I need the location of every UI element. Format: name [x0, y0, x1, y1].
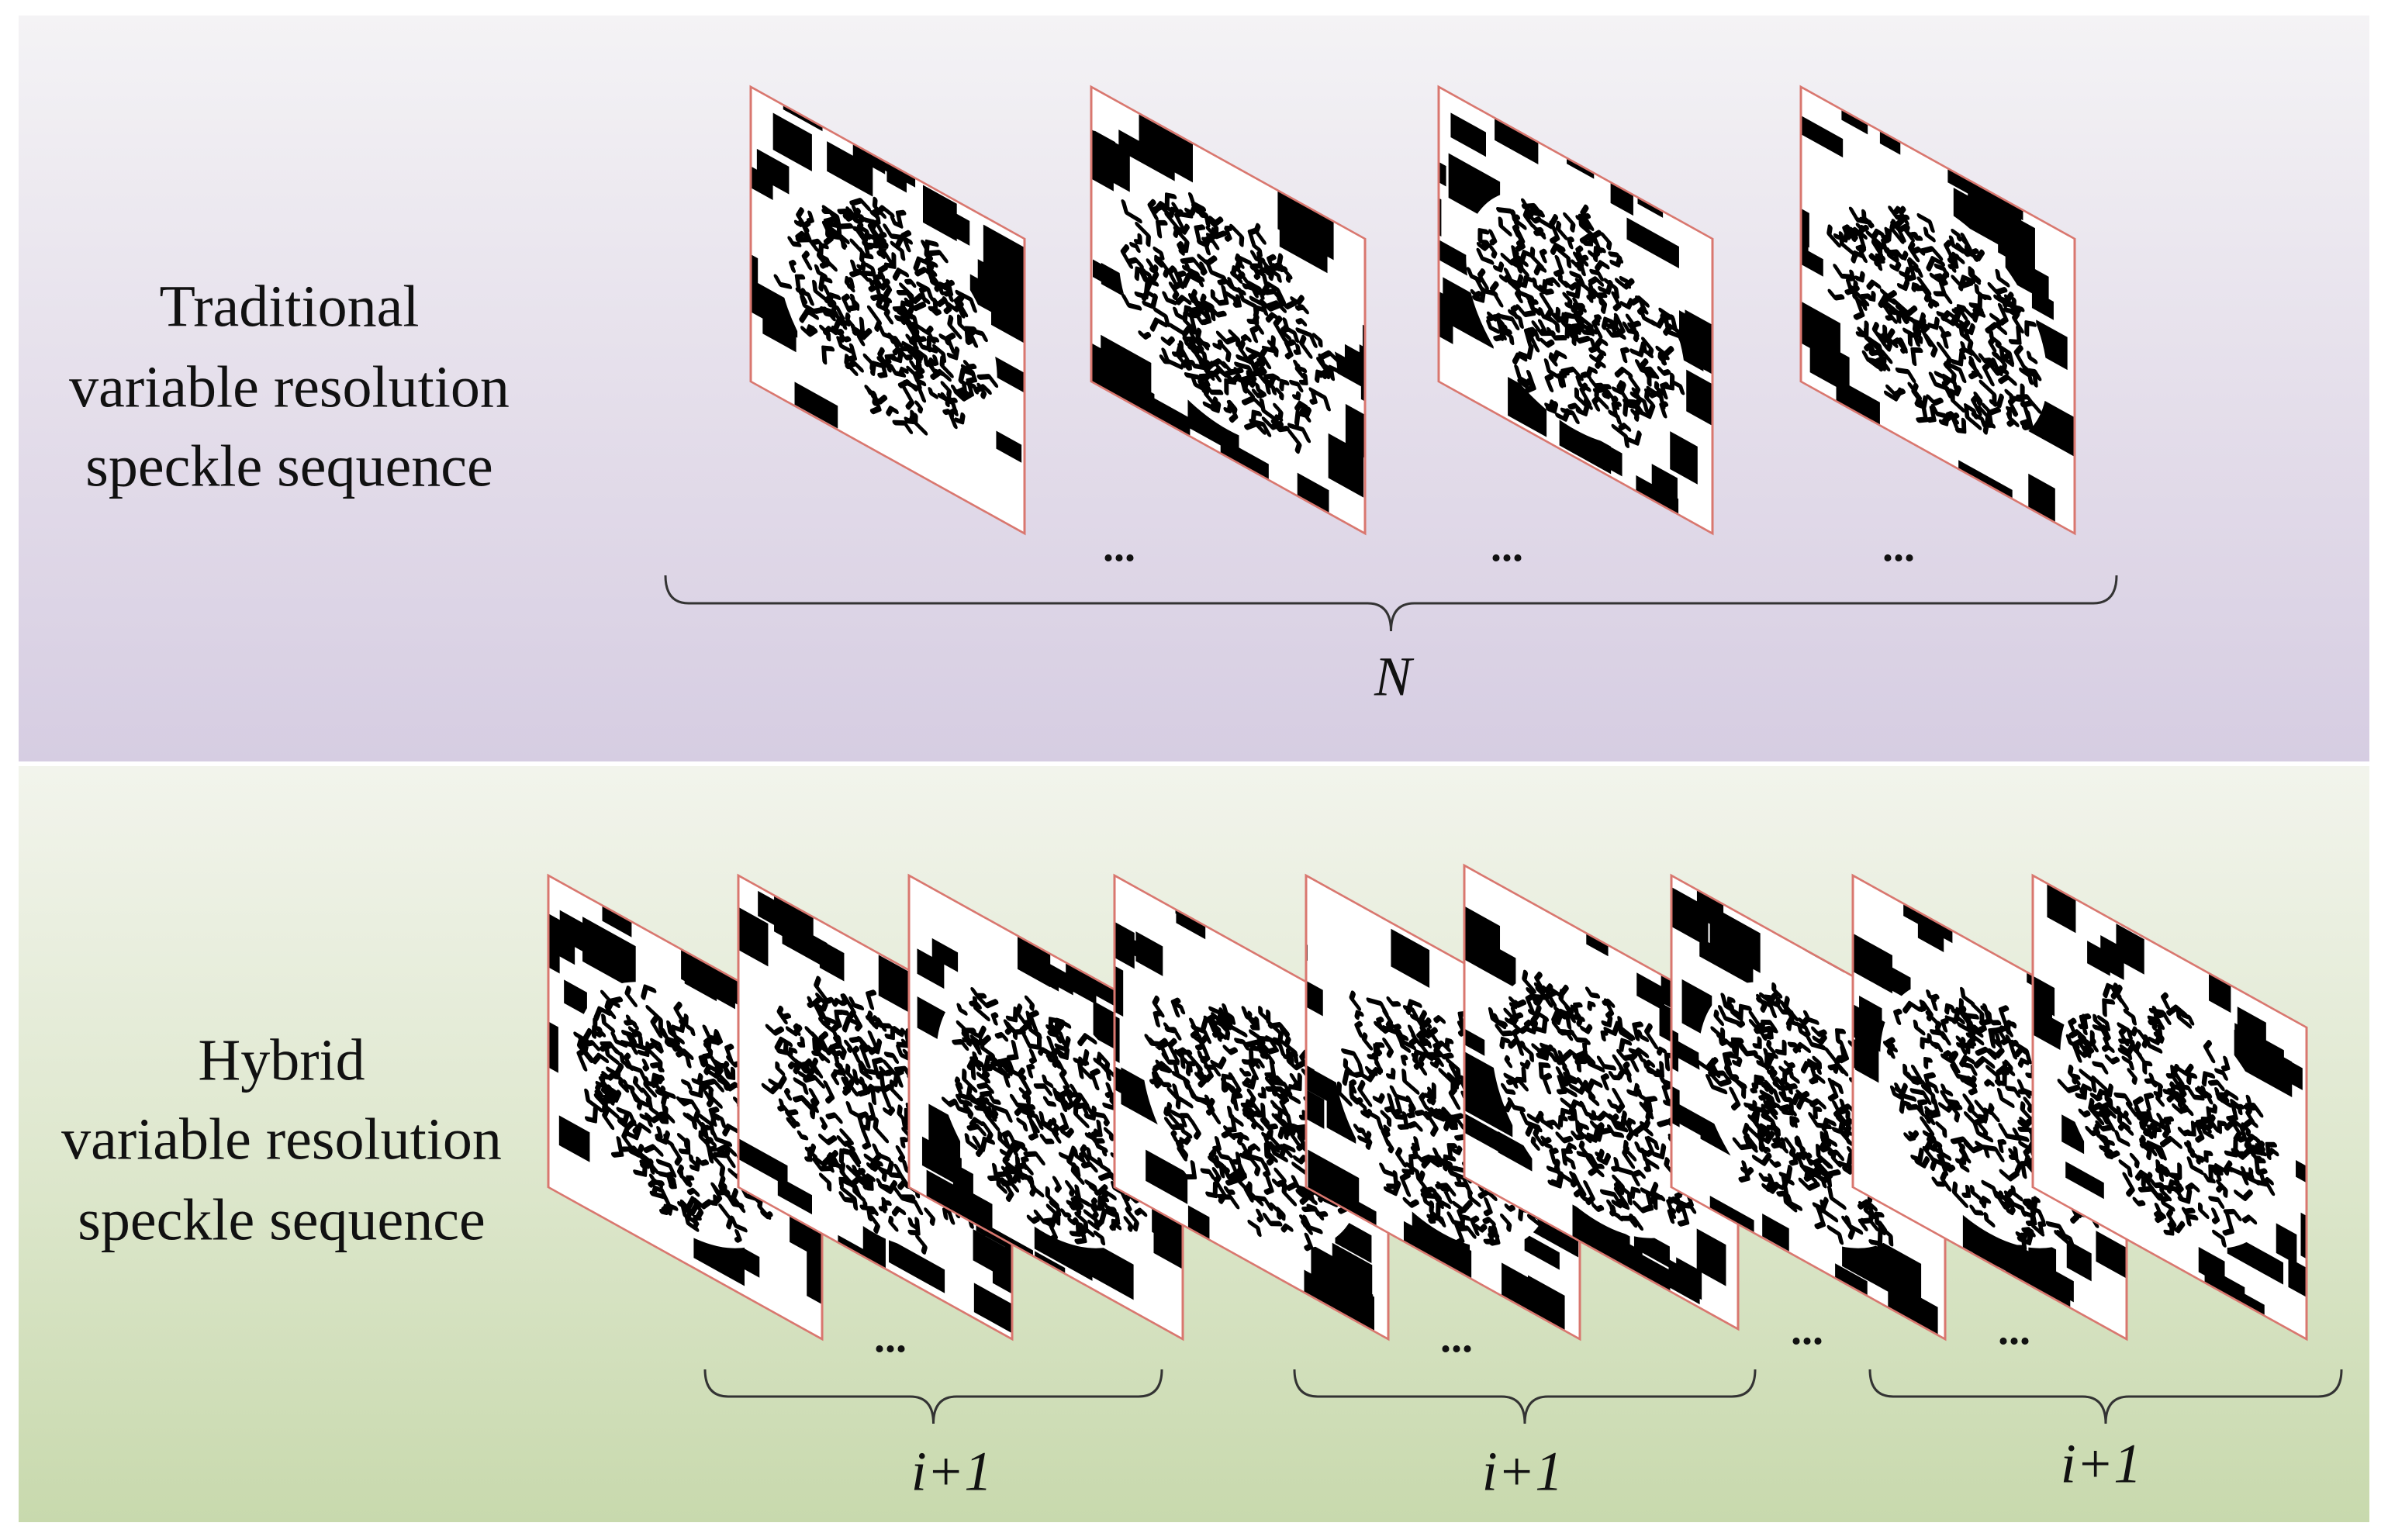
brace-label: i+1	[2061, 1433, 2142, 1495]
frame-border	[1090, 85, 1367, 536]
ellipsis: ...	[1998, 1306, 2030, 1354]
speckle-blobs	[2057, 982, 2279, 1248]
speckle-frame	[749, 85, 1026, 536]
brace	[703, 1369, 1163, 1424]
frame-border	[2031, 873, 2308, 1341]
speckle-blobs	[1826, 205, 2042, 435]
ellipsis: ...	[1491, 523, 1523, 571]
speckle-content	[751, 87, 1025, 534]
speckle-blobs	[1466, 198, 1686, 448]
brace	[1293, 1369, 1757, 1424]
speckle-content	[1439, 87, 1712, 534]
brace-label: i+1	[911, 1441, 993, 1503]
speckle-content	[2033, 875, 2307, 1340]
frame-border	[1799, 85, 2076, 536]
speckle-ring	[1491, 972, 1711, 1238]
speckle-blobs	[573, 984, 801, 1243]
speckle-blocks	[738, 887, 1012, 1335]
ellipsis: ...	[1882, 523, 1915, 571]
frame-border	[749, 85, 1026, 536]
frame-border	[1437, 85, 1714, 536]
panel-label: speckle sequence	[78, 1187, 485, 1252]
panel-label: Traditional	[160, 274, 420, 339]
panel-label: variable resolution	[69, 354, 510, 420]
speckle-blocks	[1306, 928, 1580, 1340]
panel-label: Hybrid	[198, 1027, 365, 1093]
ellipsis: ...	[874, 1314, 907, 1362]
brace	[664, 575, 2118, 632]
panel-label: speckle sequence	[85, 433, 492, 499]
speckle-ring	[2060, 982, 2279, 1248]
ellipsis: ...	[1791, 1306, 1823, 1354]
speckle-frame	[1437, 85, 1714, 536]
brace-label: i+1	[1482, 1441, 1564, 1503]
speckle-frame	[2031, 873, 2308, 1341]
brace-label: N	[1374, 646, 1415, 708]
speckle-frame	[1799, 85, 2076, 536]
speckle-blobs	[1120, 192, 1341, 454]
speckle-blobs	[1144, 995, 1360, 1252]
speckle-ring	[936, 982, 1156, 1248]
speckle-blocks	[1439, 110, 1712, 532]
speckle-blobs	[773, 196, 999, 436]
ellipsis: ...	[1440, 1314, 1473, 1362]
brace	[1868, 1369, 2343, 1424]
panel-label: variable resolution	[61, 1107, 502, 1172]
ellipsis: ...	[1103, 523, 1135, 571]
